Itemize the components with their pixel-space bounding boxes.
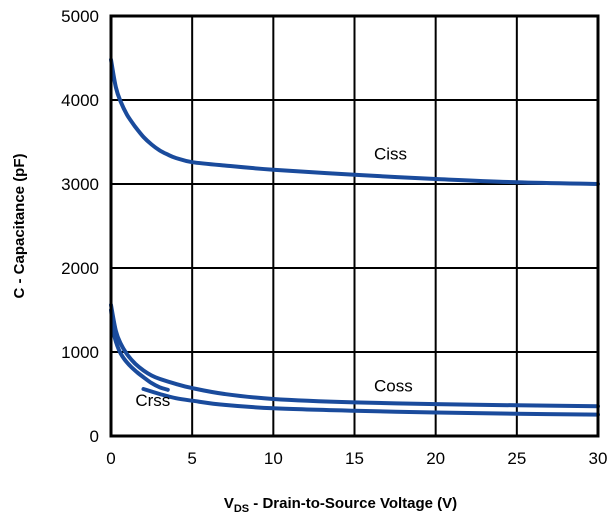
grid-lines: [111, 16, 598, 436]
y-tick-label: 0: [90, 427, 99, 446]
curves: [109, 57, 600, 417]
x-tick-labels: 0 5 10 15 20 25 30: [106, 449, 607, 468]
y-axis-label: C - Capacitance (pF): [11, 153, 28, 298]
series-label-coss: Coss: [374, 376, 413, 395]
x-tick-label: 0: [106, 449, 115, 468]
ciss-curve: [109, 57, 600, 186]
series-label-crss: Crss: [135, 391, 170, 410]
coss-curve: [109, 303, 600, 409]
tail-curve: [141, 387, 600, 417]
y-tick-label: 5000: [61, 7, 99, 26]
x-tick-label: 10: [264, 449, 283, 468]
x-tick-label: 15: [345, 449, 364, 468]
y-tick-label: 1000: [61, 343, 99, 362]
x-tick-label: 20: [426, 449, 445, 468]
x-axis-label-main: V: [224, 495, 234, 512]
series-labels: Ciss Coss Crss: [135, 145, 412, 410]
x-axis-label-subscript: DS: [234, 503, 249, 515]
y-tick-label: 4000: [61, 91, 99, 110]
x-tick-label: 25: [507, 449, 526, 468]
y-tick-label: 2000: [61, 259, 99, 278]
x-tick-label: 5: [187, 449, 196, 468]
y-tick-label: 3000: [61, 175, 99, 194]
y-tick-labels: 0 1000 2000 3000 4000 5000: [61, 7, 99, 446]
plot-frame: [109, 14, 600, 438]
series-label-ciss: Ciss: [374, 145, 407, 164]
x-axis-label: VDS - Drain-to-Source Voltage (V): [224, 495, 457, 515]
x-axis-label-rest: - Drain-to-Source Voltage (V): [249, 495, 457, 512]
x-tick-label: 30: [589, 449, 608, 468]
crss-curve: [109, 308, 170, 392]
